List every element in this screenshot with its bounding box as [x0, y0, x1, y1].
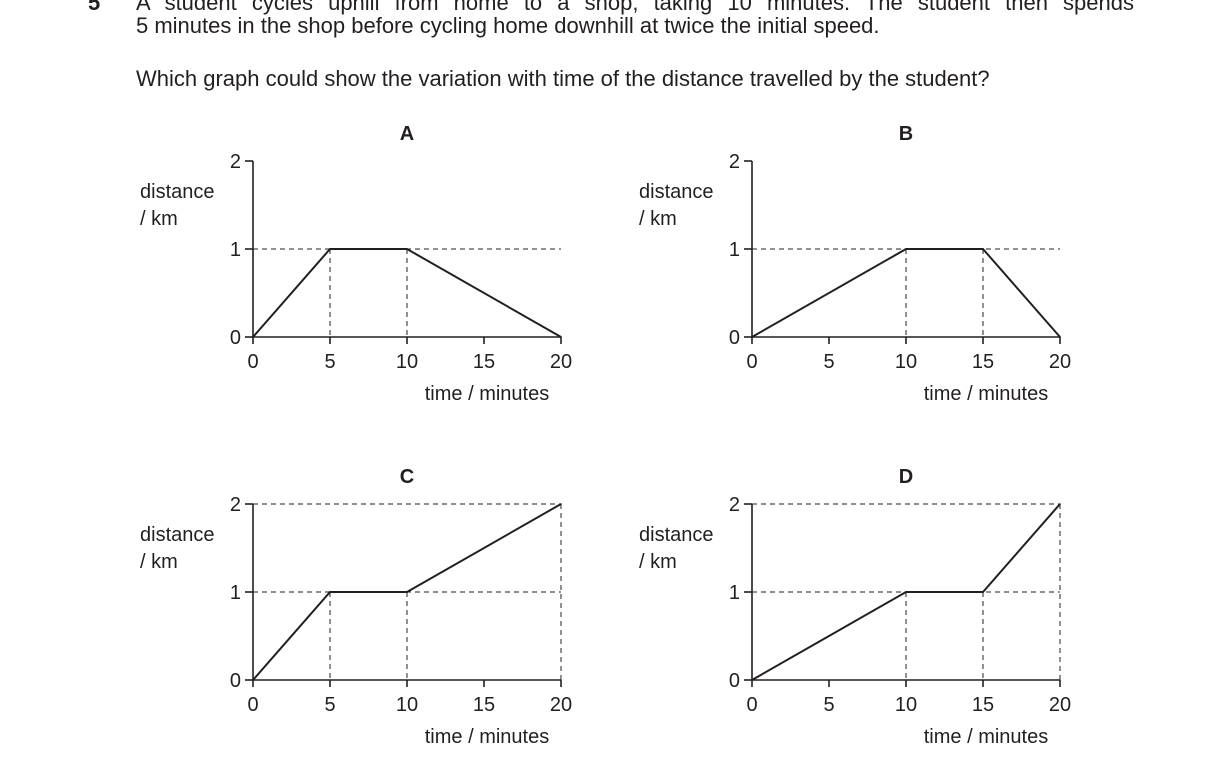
graph-label: B — [899, 123, 913, 145]
data-point — [905, 591, 907, 593]
x-axis-label: time / minutes — [924, 383, 1048, 405]
y-tick-label: 0 — [230, 670, 241, 692]
data-point — [751, 336, 753, 338]
x-tick-label: 5 — [823, 351, 834, 373]
distance-time-line — [751, 248, 1061, 338]
y-tick-label: 1 — [230, 239, 241, 261]
y-tick-label: 2 — [729, 151, 740, 173]
y-axis-label: distance — [639, 181, 714, 203]
y-tick-label: 0 — [230, 327, 241, 349]
y-axis-unit: / km — [140, 551, 178, 573]
question-number: 5 — [88, 0, 101, 15]
x-tick-label: 0 — [746, 351, 757, 373]
data-point — [751, 679, 753, 681]
y-axis-unit: / km — [639, 208, 677, 230]
y-axis-unit: / km — [639, 551, 677, 573]
data-point — [1059, 503, 1061, 505]
question-stem-line-2: 5 minutes in the shop before cycling hom… — [136, 13, 880, 38]
x-tick-label: 5 — [823, 694, 834, 716]
x-tick-label: 15 — [972, 351, 994, 373]
y-axis-label: distance — [639, 524, 714, 546]
x-tick-label: 5 — [324, 351, 335, 373]
x-axis-label: time / minutes — [924, 726, 1048, 748]
y-tick-label: 1 — [729, 582, 740, 604]
x-tick-label: 15 — [972, 694, 994, 716]
x-tick-label: 10 — [895, 351, 917, 373]
x-tick-label: 10 — [396, 351, 418, 373]
data-point — [406, 591, 408, 593]
y-tick-label: 2 — [230, 151, 241, 173]
x-tick-label: 5 — [324, 694, 335, 716]
data-point — [329, 591, 331, 593]
x-tick-label: 15 — [473, 694, 495, 716]
data-point — [406, 248, 408, 250]
data-point — [1059, 336, 1061, 338]
x-tick-label: 0 — [247, 694, 258, 716]
data-point — [252, 336, 254, 338]
x-tick-label: 0 — [247, 351, 258, 373]
x-axis-label: time / minutes — [425, 726, 549, 748]
y-tick-label: 2 — [230, 494, 241, 516]
question-prompt: Which graph could show the variation wit… — [136, 66, 990, 91]
data-point — [982, 591, 984, 593]
data-point — [560, 336, 562, 338]
x-tick-label: 10 — [396, 694, 418, 716]
y-tick-label: 2 — [729, 494, 740, 516]
x-tick-label: 20 — [550, 351, 572, 373]
distance-time-line — [252, 503, 562, 681]
graph-label: C — [400, 466, 414, 488]
x-tick-label: 20 — [550, 694, 572, 716]
y-axis-label: distance — [140, 181, 215, 203]
y-axis-label: distance — [140, 524, 215, 546]
graph-label: D — [899, 466, 913, 488]
y-tick-label: 0 — [729, 327, 740, 349]
data-point — [982, 248, 984, 250]
data-point — [329, 248, 331, 250]
distance-time-line — [751, 503, 1061, 681]
x-tick-label: 20 — [1049, 694, 1071, 716]
graph-label: A — [400, 123, 414, 145]
y-tick-label: 1 — [230, 582, 241, 604]
x-tick-label: 20 — [1049, 351, 1071, 373]
y-tick-label: 0 — [729, 670, 740, 692]
y-tick-label: 1 — [729, 239, 740, 261]
x-tick-label: 0 — [746, 694, 757, 716]
data-point — [560, 503, 562, 505]
distance-time-line — [252, 248, 562, 338]
data-point — [252, 679, 254, 681]
x-axis-label: time / minutes — [425, 383, 549, 405]
question-stem-line-1: A student cycles uphill from home to a s… — [136, 0, 1134, 15]
data-point — [905, 248, 907, 250]
x-tick-label: 10 — [895, 694, 917, 716]
y-axis-unit: / km — [140, 208, 178, 230]
x-tick-label: 15 — [473, 351, 495, 373]
